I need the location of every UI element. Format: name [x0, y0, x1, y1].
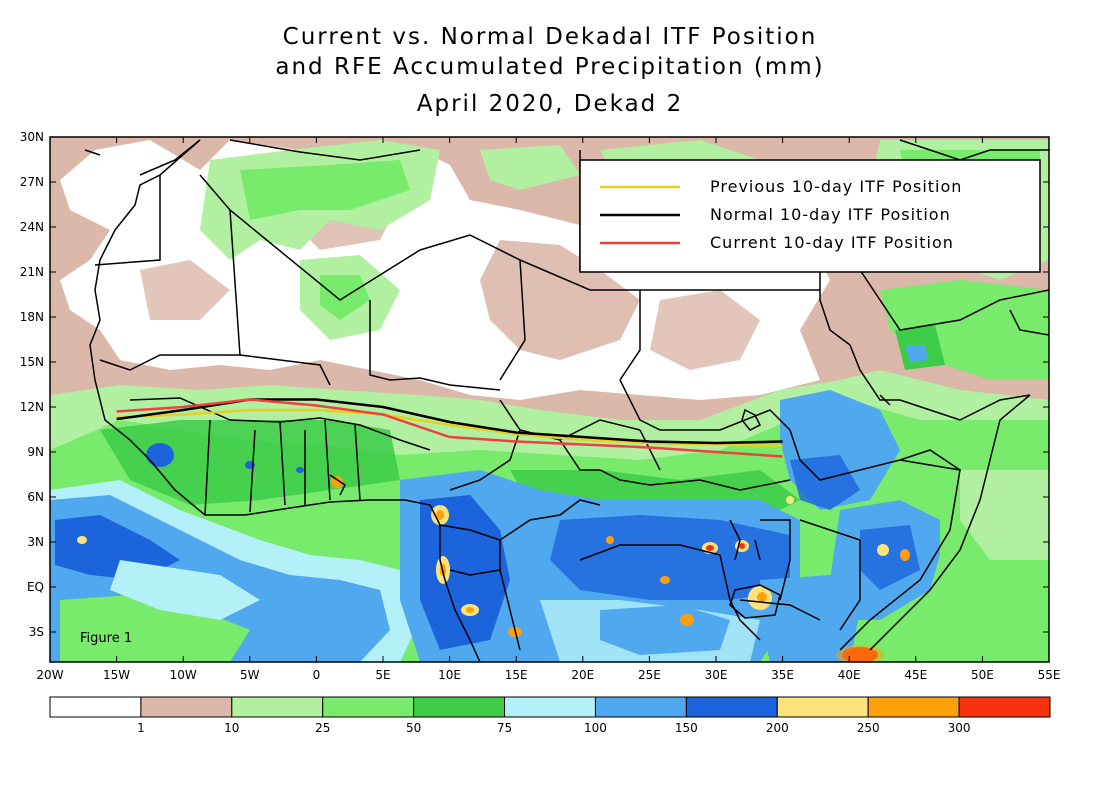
lat-label: 27N	[20, 175, 44, 189]
lat-label: 24N	[20, 220, 44, 234]
colorbar-tick-label: 300	[948, 721, 971, 735]
lon-label: 55E	[1038, 668, 1061, 682]
previous-itf-line	[116, 408, 783, 448]
colorbar-tick-label: 100	[584, 721, 607, 735]
colorbar-swatch	[594, 696, 687, 718]
colorbar-tick-label: 25	[315, 721, 330, 735]
lat-label: 21N	[20, 265, 44, 279]
colorbar-swatch	[49, 696, 142, 718]
colorbar-swatch	[776, 696, 869, 718]
lon-label: 25E	[638, 668, 661, 682]
colorbar-swatch	[322, 696, 415, 718]
lon-label: 5W	[240, 668, 260, 682]
colorbar-swatch	[413, 696, 506, 718]
colorbar-tick-label: 1	[137, 721, 145, 735]
legend-label-previous: Previous 10-day ITF Position	[710, 177, 962, 196]
colorbar-swatch	[867, 696, 960, 718]
lon-label: 20W	[36, 668, 63, 682]
colorbar-tick-label: 10	[224, 721, 239, 735]
lon-label: 5E	[375, 668, 390, 682]
legend-label-current: Current 10-day ITF Position	[710, 233, 954, 252]
lon-label: 10E	[438, 668, 461, 682]
lat-label: 3S	[29, 625, 44, 639]
lon-label: 45E	[904, 668, 927, 682]
lat-label: 30N	[20, 130, 44, 144]
lon-label: 15E	[505, 668, 528, 682]
lat-label: 3N	[27, 535, 44, 549]
map-title-line-2: and RFE Accumulated Precipitation (mm)	[275, 54, 825, 80]
colorbar-tick-label: 75	[497, 721, 512, 735]
lon-label: 50E	[971, 668, 994, 682]
figure-label: Figure 1	[80, 631, 132, 646]
lat-label: 12N	[20, 400, 44, 414]
map-subtitle-date: April 2020, Dekad 2	[416, 91, 684, 117]
colorbar-swatch	[685, 696, 778, 718]
colorbar-tick-label: 200	[766, 721, 789, 735]
map-title-line-1: Current vs. Normal Dekadal ITF Position	[282, 24, 818, 50]
colorbar-tick-label: 150	[675, 721, 698, 735]
lon-label: 0	[313, 668, 321, 682]
colorbar-swatch	[504, 696, 596, 718]
map-frame	[49, 136, 1050, 663]
lat-label: 9N	[27, 445, 44, 459]
lon-label: 30E	[705, 668, 728, 682]
lon-label: 20E	[571, 668, 594, 682]
country-borders	[84, 139, 1049, 662]
colorbar-tick-label: 250	[857, 721, 880, 735]
colorbar-swatch	[958, 696, 1051, 718]
lon-label: 40E	[838, 668, 861, 682]
lon-label: 35E	[771, 668, 794, 682]
lon-label: 10W	[170, 668, 197, 682]
latitude-axis: 30N 27N 24N 21N 18N 15N 12N 9N 6N 3N EQ 3S	[20, 130, 1049, 639]
lon-label: 15W	[103, 668, 130, 682]
longitude-axis: 20W 15W 10W 5W 0 5E 10E 15E 20E 25E 30E 35E 40E 45E 50…	[36, 137, 1060, 682]
lat-label: EQ	[27, 580, 44, 594]
colorbar-tick-label: 50	[406, 721, 421, 735]
legend-label-normal: Normal 10-day ITF Position	[710, 205, 951, 224]
colorbar-swatch	[140, 696, 233, 718]
current-itf-line	[116, 398, 783, 458]
itf-legend: Previous 10-day ITF Position Normal 10-d…	[579, 159, 1041, 273]
colorbar-swatch	[231, 696, 324, 718]
lat-label: 18N	[20, 310, 44, 324]
itf-lines	[116, 398, 783, 458]
lat-label: 15N	[20, 355, 44, 369]
lat-label: 6N	[27, 490, 44, 504]
precipitation-colorbar: 1 10 25 50 75 100 150 200 250 300	[49, 696, 1051, 735]
